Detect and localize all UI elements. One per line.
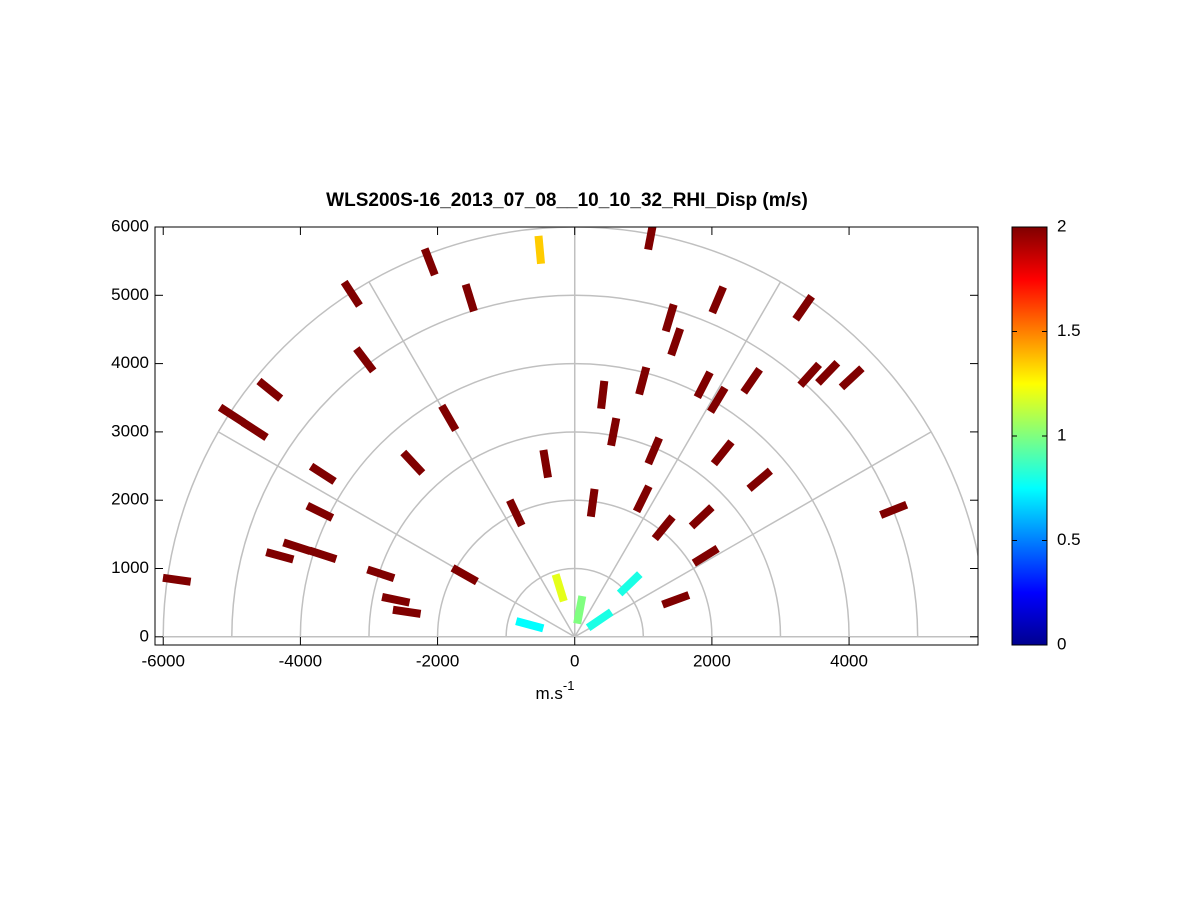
range-gate bbox=[586, 488, 599, 518]
x-tick-label: -2000 bbox=[416, 651, 459, 670]
range-gate bbox=[392, 605, 422, 618]
colorbar bbox=[1011, 226, 1048, 646]
range-gate bbox=[340, 279, 363, 308]
range-gate bbox=[691, 545, 720, 567]
x-axis-label-exponent: -1 bbox=[563, 678, 575, 693]
x-tick-label: -6000 bbox=[141, 651, 184, 670]
range-gate bbox=[162, 573, 192, 586]
range-gate bbox=[693, 370, 714, 400]
range-gate bbox=[667, 327, 685, 357]
angle-spoke bbox=[574, 281, 782, 638]
range-gate bbox=[308, 462, 337, 485]
range-gate bbox=[838, 365, 865, 391]
range-gate bbox=[450, 564, 479, 586]
y-tick-label: 4000 bbox=[111, 353, 149, 372]
chart-title: WLS200S-16_2013_07_08__10_10_32_RHI_Disp… bbox=[326, 190, 808, 211]
angle-spoke bbox=[368, 281, 576, 638]
colorbar-tick-label: 0 bbox=[1057, 634, 1066, 653]
range-gate bbox=[710, 439, 735, 467]
range-gate bbox=[632, 484, 653, 514]
range-gate bbox=[879, 500, 909, 519]
range-gate bbox=[551, 573, 568, 603]
y-tick-label: 6000 bbox=[111, 216, 149, 235]
range-gate bbox=[305, 502, 335, 522]
range-gate bbox=[438, 403, 460, 432]
range-gate bbox=[616, 571, 643, 597]
y-tick-label: 2000 bbox=[111, 490, 149, 509]
range-gate bbox=[635, 366, 651, 396]
y-tick-label: 0 bbox=[140, 626, 149, 645]
x-axis-label-base: m.s bbox=[536, 684, 563, 703]
x-tick-label: -4000 bbox=[279, 651, 322, 670]
range-gate bbox=[308, 546, 338, 563]
range-gate bbox=[644, 436, 663, 466]
x-tick-label: 4000 bbox=[830, 651, 868, 670]
colorbar-tick-label: 0.5 bbox=[1057, 530, 1081, 549]
range-gate bbox=[708, 285, 727, 315]
range-gate bbox=[256, 377, 284, 402]
polar-grid bbox=[162, 227, 978, 638]
range-gate bbox=[534, 235, 545, 265]
x-tick-label: 2000 bbox=[693, 651, 731, 670]
range-gate bbox=[217, 403, 246, 426]
y-tick-label: 1000 bbox=[111, 558, 149, 577]
y-tick-label: 3000 bbox=[111, 421, 149, 440]
range-gate bbox=[585, 608, 614, 631]
plot-frame bbox=[154, 226, 979, 646]
range-gate bbox=[644, 227, 658, 251]
range-gate bbox=[792, 294, 815, 322]
range-gate bbox=[539, 449, 552, 479]
range-gate bbox=[366, 565, 396, 582]
range-gate bbox=[461, 283, 478, 313]
range-gate bbox=[740, 367, 763, 395]
range-gate bbox=[651, 514, 676, 542]
range-gate bbox=[573, 595, 587, 625]
range-gate bbox=[381, 593, 411, 607]
y-tick-label: 5000 bbox=[111, 285, 149, 304]
range-gate bbox=[746, 467, 773, 492]
x-axis-label: m.s-1 bbox=[536, 678, 575, 703]
colorbar-tick-label: 1 bbox=[1057, 425, 1066, 444]
angle-spoke bbox=[574, 431, 932, 638]
data-layer bbox=[162, 227, 909, 633]
range-gate bbox=[688, 504, 715, 530]
range-gate bbox=[607, 417, 621, 447]
x-tick-label: 0 bbox=[570, 651, 579, 670]
range-gate bbox=[707, 385, 729, 414]
range-gate bbox=[797, 361, 823, 388]
range-gate bbox=[815, 359, 841, 386]
colorbar-tick-label: 2 bbox=[1057, 216, 1066, 235]
range-gate bbox=[265, 548, 295, 564]
range-gate bbox=[506, 498, 526, 528]
range-gate bbox=[400, 449, 426, 476]
range-gate bbox=[240, 418, 269, 441]
range-gate bbox=[282, 538, 312, 555]
range-gate bbox=[420, 247, 439, 277]
range-gate bbox=[515, 617, 545, 633]
colorbar-tick-label: 1.5 bbox=[1057, 321, 1081, 340]
range-gate bbox=[661, 303, 678, 333]
range-gate bbox=[661, 591, 691, 609]
range-gate bbox=[597, 380, 609, 410]
range-gate bbox=[353, 346, 377, 374]
angle-spoke bbox=[217, 431, 576, 638]
